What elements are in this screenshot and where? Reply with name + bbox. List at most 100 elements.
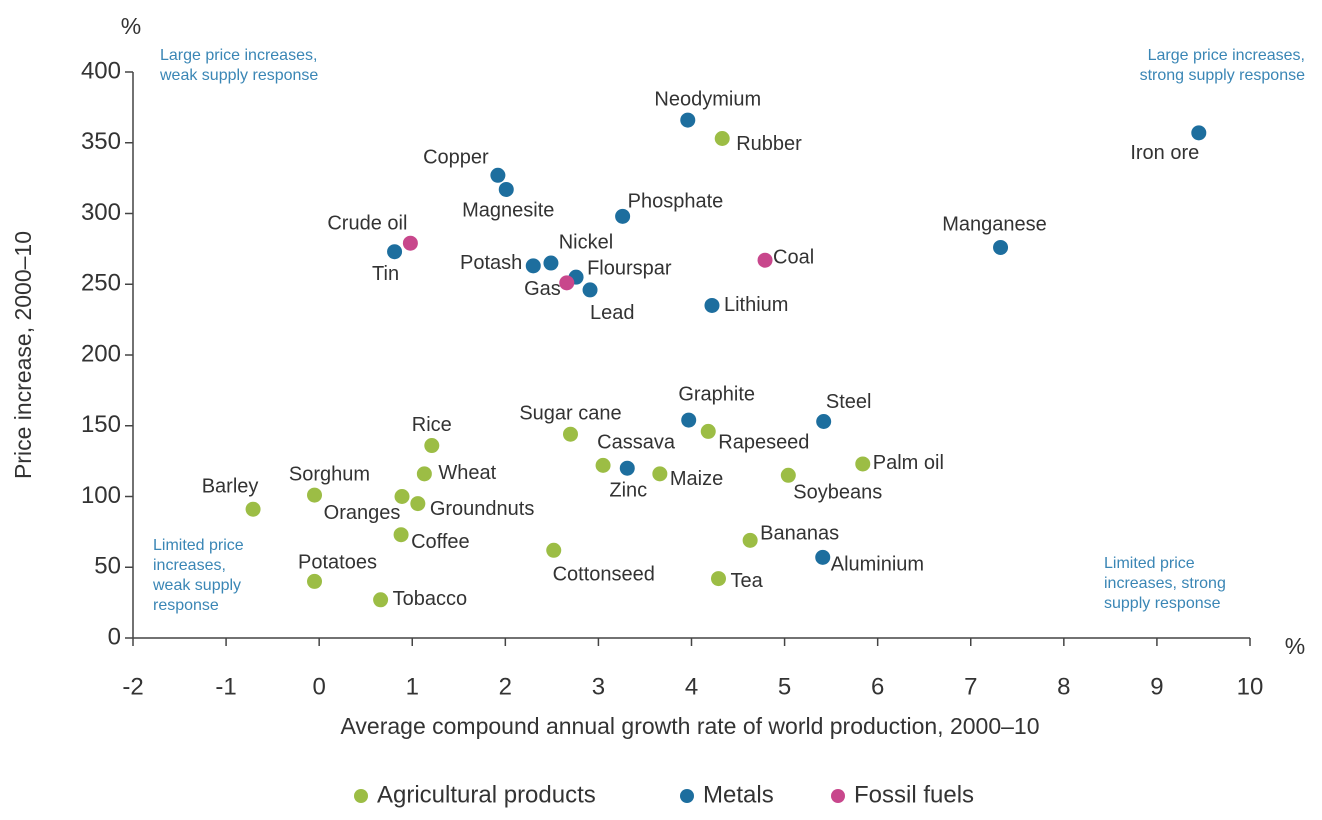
point-label: Maize	[670, 468, 723, 490]
point-label: Bananas	[760, 523, 839, 545]
point	[757, 252, 773, 268]
point-label: Cottonseed	[553, 564, 655, 586]
y-tick-label: 0	[108, 623, 121, 650]
legend-marker	[680, 789, 694, 803]
annotation: Limited price	[1104, 555, 1195, 572]
point-label: Copper	[423, 147, 489, 169]
point-label: Gas	[524, 278, 561, 300]
point	[546, 542, 562, 558]
point	[307, 487, 323, 503]
point-label: Magnesite	[462, 200, 554, 222]
point-label: Neodymium	[654, 88, 761, 110]
point	[1191, 125, 1207, 141]
point	[816, 414, 832, 430]
point	[855, 456, 871, 472]
x-tick-label: 7	[964, 673, 977, 700]
point-label: Wheat	[438, 462, 496, 484]
point-label: Lead	[590, 302, 635, 324]
point-label: Flourspar	[587, 257, 672, 279]
point-label: Rice	[412, 414, 452, 436]
y-tick-label: 250	[81, 270, 121, 297]
point	[490, 167, 506, 183]
point	[245, 501, 261, 517]
point	[394, 489, 410, 504]
y-tick-label: 200	[81, 340, 121, 367]
point-label: Sugar cane	[519, 403, 621, 425]
point	[402, 235, 418, 251]
x-tick-label: 0	[312, 673, 325, 700]
point	[307, 573, 323, 589]
point	[700, 423, 716, 439]
annotation: Large price increases,	[160, 47, 317, 64]
annotation: increases,	[153, 557, 226, 574]
point	[619, 460, 635, 476]
point	[498, 181, 514, 197]
x-tick-label: 10	[1237, 673, 1264, 700]
annotation: increases, strong	[1104, 575, 1226, 592]
point	[704, 297, 720, 313]
point-label: Phosphate	[628, 191, 724, 213]
point	[393, 527, 409, 543]
point	[410, 496, 426, 512]
x-tick-label: -2	[122, 673, 143, 700]
annotation: supply response	[1104, 595, 1221, 612]
x-axis-title: Average compound annual growth rate of w…	[341, 713, 1040, 739]
point	[714, 131, 730, 147]
annotation: weak supply	[152, 577, 241, 594]
point	[562, 426, 578, 442]
point	[387, 244, 403, 260]
point-label: Tin	[372, 263, 399, 285]
point	[681, 412, 697, 428]
point-label: Barley	[202, 476, 259, 498]
y-axis-title: Price increase, 2000–10	[10, 231, 36, 479]
point-label: Aluminium	[831, 554, 924, 576]
y-tick-label: 100	[81, 482, 121, 509]
point-label: Soybeans	[793, 482, 882, 504]
y-tick-label: 350	[81, 128, 121, 155]
annotation: Large price increases,	[1148, 47, 1305, 64]
point-label: Tobacco	[393, 588, 468, 610]
point	[582, 282, 598, 298]
legend-marker	[831, 789, 845, 803]
point-label: Groundnuts	[430, 498, 535, 520]
point-label: Nickel	[559, 231, 613, 253]
point	[780, 467, 796, 483]
point-label: Potash	[460, 252, 522, 274]
point	[680, 112, 696, 128]
point-label: Iron ore	[1130, 142, 1199, 164]
legend-label: Metals	[703, 781, 774, 808]
point-label: Coal	[773, 246, 814, 268]
y-tick-label: 300	[81, 199, 121, 226]
point	[559, 275, 575, 291]
annotation: response	[153, 597, 219, 614]
point	[373, 592, 389, 608]
point-label: Lithium	[724, 294, 788, 316]
x-tick-label: 2	[499, 673, 512, 700]
point	[525, 258, 541, 274]
point-label: Rubber	[736, 133, 802, 155]
point-label: Palm oil	[873, 452, 944, 474]
point	[424, 438, 440, 454]
point	[595, 457, 611, 473]
point-label: Manganese	[942, 214, 1047, 236]
point	[993, 239, 1009, 255]
y-tick-label: 150	[81, 411, 121, 438]
point-label: Cassava	[597, 432, 676, 454]
legend-label: Agricultural products	[377, 781, 596, 808]
x-tick-label: -1	[215, 673, 236, 700]
x-tick-label: 3	[592, 673, 605, 700]
annotation: strong supply response	[1140, 67, 1306, 84]
y-tick-label: 50	[94, 553, 121, 580]
point-label: Crude oil	[327, 212, 407, 234]
x-tick-label: 4	[685, 673, 698, 700]
x-tick-label: 5	[778, 673, 791, 700]
point-label: Graphite	[678, 383, 755, 405]
x-tick-label: 8	[1057, 673, 1070, 700]
point-label: Oranges	[324, 502, 401, 524]
point	[416, 466, 432, 482]
x-tick-label: 1	[406, 673, 419, 700]
x-tick-label: 9	[1150, 673, 1163, 700]
point	[815, 549, 831, 565]
x-tick-label: 6	[871, 673, 884, 700]
